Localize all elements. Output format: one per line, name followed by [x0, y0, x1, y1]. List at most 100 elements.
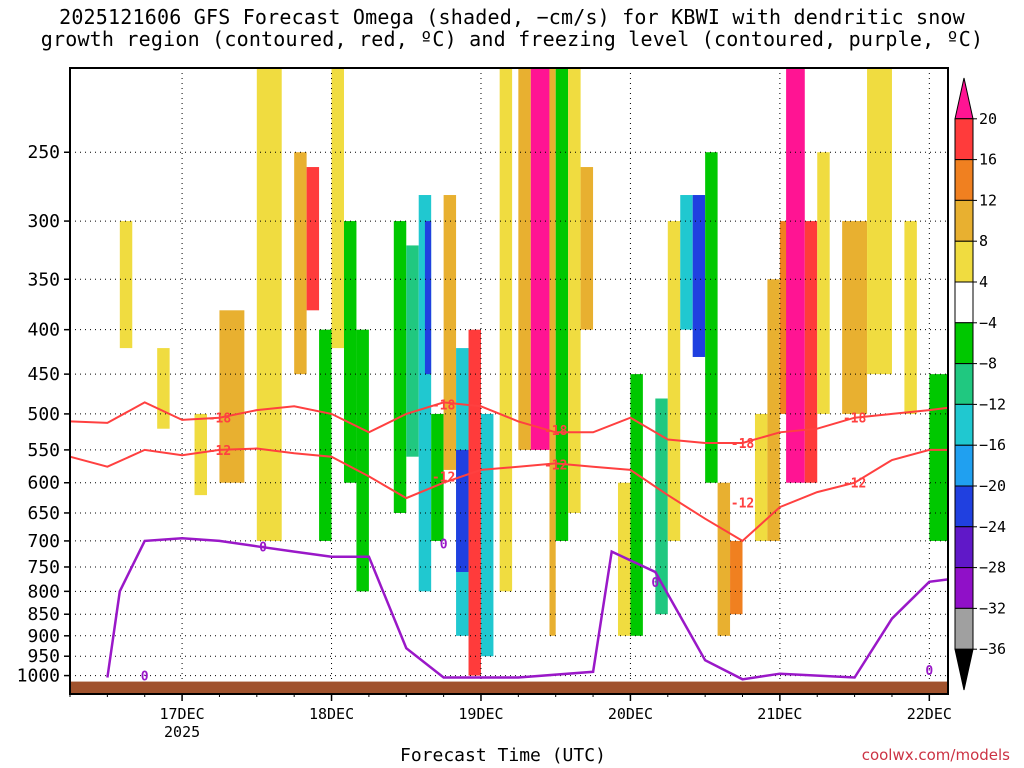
colorbar-label: −36 — [979, 640, 1006, 658]
colorbar-segment — [954, 567, 974, 609]
omega-cell — [356, 329, 369, 592]
colorbar: 20 16 12 8 4 −4 −8 −12 −16 −20 −24 −28 −32 −36 — [954, 77, 1006, 691]
omega-cell — [568, 68, 581, 513]
chart-title-line-1: 2025121606 GFS Forecast Omega (shaded, −… — [59, 5, 965, 29]
contour-label-minus12: -12 — [208, 444, 231, 459]
colorbar-label: −20 — [979, 477, 1006, 495]
omega-shading-layer — [119, 68, 948, 676]
colorbar-label: 12 — [979, 191, 997, 209]
omega-cell — [730, 540, 743, 615]
omega-cell — [219, 310, 245, 483]
colorbar-label: −32 — [979, 599, 1006, 617]
colorbar-segment — [954, 363, 974, 405]
omega-cell — [306, 167, 320, 311]
omega-cell — [617, 482, 631, 636]
contour-label-minus12: -12 — [843, 477, 866, 492]
y-tick-label: 350 — [27, 269, 60, 290]
omega-cell — [431, 413, 444, 541]
x-year-label: 2025 — [164, 723, 200, 741]
omega-cell — [767, 279, 780, 541]
y-tick-label: 850 — [27, 604, 60, 625]
colorbar-segment — [954, 403, 974, 446]
y-tick-label: 250 — [27, 142, 60, 163]
omega-cell — [692, 195, 706, 357]
colorbar-label: −16 — [979, 436, 1006, 454]
colorbar-label: −12 — [979, 395, 1006, 413]
colorbar-segment — [954, 118, 974, 161]
colorbar-segment — [954, 240, 974, 283]
plot-frame — [69, 67, 949, 695]
omega-cell — [294, 152, 307, 375]
colorbar-label: 20 — [979, 110, 997, 128]
y-tick-label: 950 — [27, 646, 60, 667]
colorbar-segment — [954, 199, 974, 242]
x-tick-label: 21DEC — [757, 705, 802, 723]
omega-cell — [705, 152, 718, 483]
omega-cell — [406, 245, 419, 457]
contour-label-minus12: -12 — [731, 496, 754, 511]
contour-label-freezing: 0 — [925, 664, 933, 679]
contour-label-minus18: -18 — [544, 424, 568, 439]
chart-title: 2025121606 GFS Forecast Omega (shaded, −… — [0, 6, 1024, 50]
omega-cell — [157, 348, 170, 429]
omega-cell — [630, 374, 643, 636]
colorbar-segment — [954, 607, 974, 650]
colorbar-segment — [954, 281, 974, 324]
colorbar-segment — [954, 322, 974, 365]
contour-label-minus12: -12 — [544, 459, 567, 474]
credit-link[interactable]: coolwx.com/models — [861, 746, 1010, 764]
y-tick-label: 900 — [27, 626, 60, 647]
x-tick-label: 20DEC — [608, 705, 653, 723]
colorbar-label: 16 — [979, 151, 997, 169]
omega-cell — [680, 195, 693, 330]
contour-label-freezing: 0 — [651, 576, 659, 591]
colorbar-label: 4 — [979, 273, 988, 291]
omega-cell — [904, 221, 917, 414]
x-tick-label: 19DEC — [458, 705, 503, 723]
omega-cell — [867, 68, 892, 375]
contour-minus12 — [69, 447, 948, 543]
colorbar-segment — [954, 444, 974, 487]
omega-cell — [555, 68, 569, 541]
omega-cell — [331, 68, 344, 349]
colorbar-segment — [954, 485, 974, 528]
contour-label-freezing: 0 — [141, 670, 149, 685]
omega-cell — [424, 221, 432, 375]
contour-label-freezing: 0 — [259, 540, 267, 555]
contour-label-minus18: -18 — [731, 437, 755, 452]
omega-cell — [842, 221, 868, 414]
omega-cell — [549, 68, 556, 636]
y-tick-label: 300 — [27, 211, 60, 232]
contour-freezing — [106, 536, 949, 681]
contour-layer: -18 -18 -18 -18 -18 -12 -12 -12 -12 -12 0 0 0 0 0 — [69, 399, 949, 685]
y-tick-label: 400 — [27, 320, 60, 341]
x-tick-label: 18DEC — [309, 705, 354, 723]
y-tick-label: 800 — [27, 581, 60, 602]
contour-label-minus18: -18 — [208, 412, 232, 427]
omega-cell — [194, 413, 207, 496]
x-tick-label: 22DEC — [907, 705, 952, 723]
omega-cell — [655, 398, 668, 615]
y-tick-label: 700 — [27, 531, 60, 552]
y-tick-label: 750 — [27, 557, 60, 578]
colorbar-label: −8 — [979, 355, 997, 373]
colorbar-label: −24 — [979, 518, 1006, 536]
omega-cell — [667, 221, 681, 541]
colorbar-label: 8 — [979, 232, 988, 250]
omega-cell — [119, 221, 133, 349]
colorbar-segment — [954, 159, 974, 201]
terrain-fill — [70, 681, 948, 694]
omega-cell — [343, 221, 357, 483]
omega-cell — [319, 329, 332, 541]
contour-label-minus18: -18 — [843, 412, 867, 427]
contour-minus18 — [69, 401, 949, 444]
colorbar-segment — [954, 77, 974, 120]
colorbar-segment — [954, 648, 974, 691]
omega-cell — [804, 221, 818, 483]
omega-cell — [468, 329, 481, 676]
x-tick-label: 17DEC — [160, 705, 205, 723]
omega-cell — [518, 68, 531, 450]
omega-cell — [443, 195, 457, 470]
omega-cell — [480, 413, 494, 657]
